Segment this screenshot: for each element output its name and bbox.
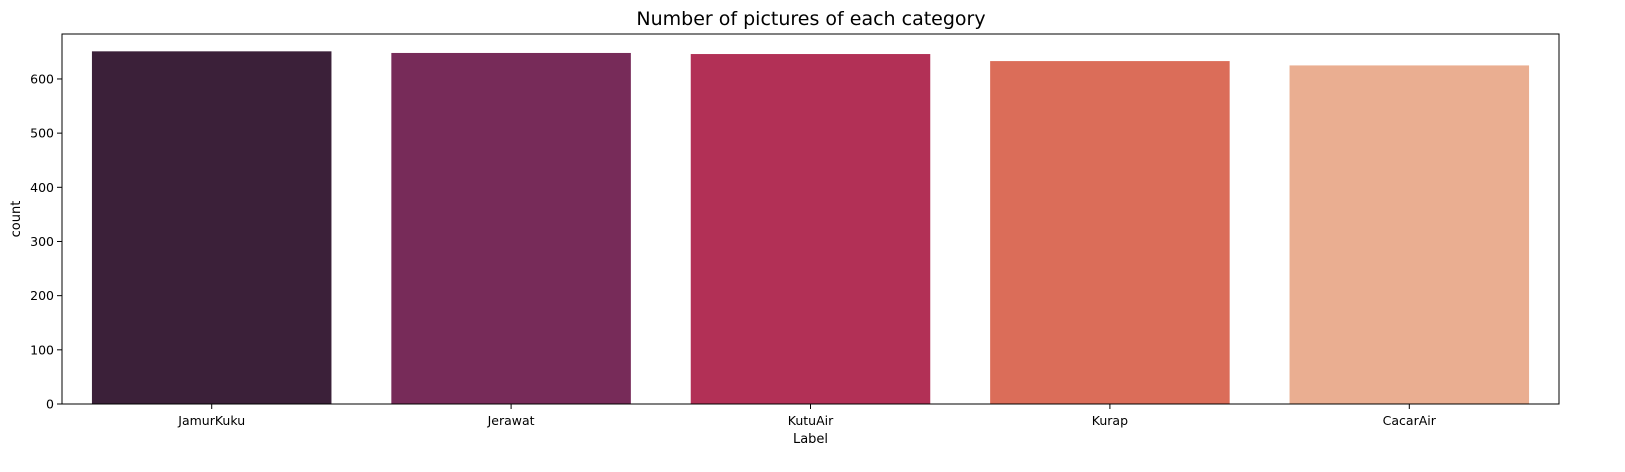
bar-jamurkuku xyxy=(91,51,332,404)
bar-kurap xyxy=(990,61,1230,404)
bar-kutuair xyxy=(690,54,931,405)
y-axis-ticks: 0 100 200 300 400 500 600 xyxy=(30,71,62,412)
x-tick-label-kutuair: KutuAir xyxy=(788,413,834,428)
plot-frame xyxy=(61,33,1560,405)
chart-title: Number of pictures of each category xyxy=(636,8,985,30)
y-tick-label: 400 xyxy=(30,180,54,195)
x-axis-label: Label xyxy=(793,432,828,447)
y-tick-label: 200 xyxy=(30,288,54,303)
x-tick-label-jerawat: Jerawat xyxy=(487,413,535,428)
y-tick-label: 500 xyxy=(30,126,54,141)
y-tick-label: 0 xyxy=(46,397,54,412)
bars-group xyxy=(91,51,1530,405)
y-axis-label: count xyxy=(9,201,24,238)
y-tick-label: 300 xyxy=(30,234,54,249)
x-tick-label-kurap: Kurap xyxy=(1092,413,1128,428)
x-tick-label-jamurkuku: JamurKuku xyxy=(177,413,245,428)
y-tick-label: 100 xyxy=(30,342,54,357)
x-axis-ticks: JamurKuku Jerawat KutuAir Kurap CacarAir xyxy=(177,404,1437,428)
x-tick-label-cacarair: CacarAir xyxy=(1383,413,1437,428)
bar-cacarair xyxy=(1289,65,1530,405)
bar-jerawat xyxy=(391,52,631,404)
y-tick-label: 600 xyxy=(30,71,54,86)
